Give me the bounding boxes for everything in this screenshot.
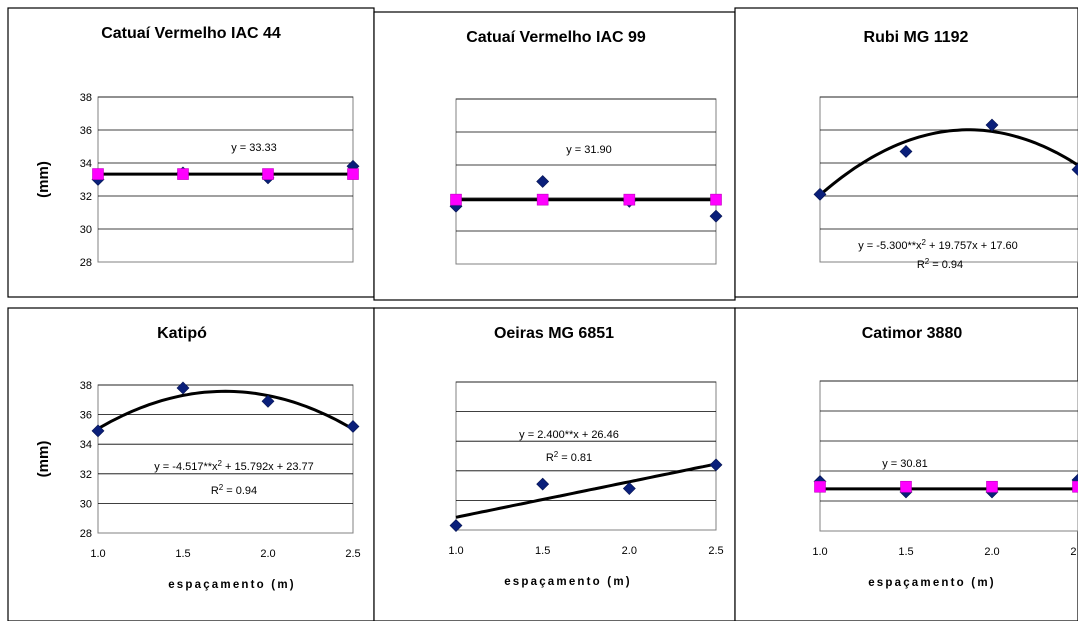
observed-point — [1071, 163, 1078, 177]
trend-equation: y = 30.81 — [882, 458, 928, 470]
fitted-point — [536, 193, 549, 206]
observed-point — [813, 187, 827, 201]
x-tick-label: 2.0 — [622, 545, 637, 557]
y-axis-label: (mm) — [35, 441, 52, 478]
x-tick-label: 1.5 — [535, 545, 550, 557]
x-tick-label: 1.0 — [448, 545, 463, 557]
trendline — [455, 462, 717, 519]
y-tick-label: 38 — [80, 92, 92, 104]
r-squared: R2 = 0.81 — [546, 450, 592, 465]
chart-panel-4: Katipó 28 30 32 34 36 38 1.0 1.5 2.0 2.5 (mm) espaça… — [35, 325, 361, 591]
fitted-point — [900, 480, 912, 493]
observed-point — [91, 424, 105, 438]
chart-title: Catuaí Vermelho IAC 99 — [466, 29, 646, 46]
fitted-point — [92, 168, 104, 180]
trend-equation: y = 2.400**x + 26.46 — [519, 429, 619, 441]
plot-area — [455, 98, 717, 265]
chart-panel-6: Catimor 3880 1.0 1.5 2.0 2.5 espaçamento (m) y… — [812, 325, 1078, 589]
trendline — [97, 389, 354, 431]
chart-title: Catimor 3880 — [862, 325, 963, 342]
trend-equation: y = 31.90 — [566, 144, 612, 156]
fitted-point — [814, 480, 826, 493]
observed-point — [346, 420, 360, 433]
x-axis-label: espaçamento (m) — [868, 577, 996, 589]
chart-panel-1: Catuaí Vermelho IAC 44 28 30 32 34 36 38 (mm) y … — [35, 25, 360, 269]
chart-panel-3: Rubi MG 1192 y = -5.300**x2 + 19.757x + 1… — [813, 29, 1078, 272]
fitted-point — [450, 193, 462, 206]
observed-point — [622, 482, 636, 495]
y-tick-label: 36 — [80, 410, 92, 422]
y-tick-label: 34 — [80, 158, 92, 170]
x-tick-label: 2.5 — [345, 548, 360, 560]
chart-title: Oeiras MG 6851 — [494, 325, 614, 342]
fitted-point — [177, 168, 189, 180]
chart-title: Catuaí Vermelho IAC 44 — [101, 25, 281, 42]
x-tick-label: 2.0 — [984, 546, 999, 558]
x-tick-label: 1.5 — [175, 548, 190, 560]
chart-panel-2: Catuaí Vermelho IAC 99 y = 31.90 — [449, 29, 723, 265]
y-tick-label: 30 — [80, 498, 92, 510]
observed-point — [709, 458, 723, 472]
plot-area — [819, 380, 1078, 532]
x-axis-label: espaçamento (m) — [168, 579, 296, 591]
x-tick-label: 2.0 — [260, 548, 275, 560]
observed-point — [261, 394, 275, 408]
fitted-point — [623, 193, 636, 206]
trend-equation: y = 33.33 — [231, 142, 277, 154]
y-tick-label: 36 — [80, 125, 92, 137]
trend-equation: y = -4.517**x2 + 15.792x + 23.77 — [154, 459, 314, 474]
r-squared: R2 = 0.94 — [917, 257, 963, 272]
chart-panel-5: Oeiras MG 6851 1.0 1.5 2.0 2.5 espaçamento (m… — [448, 325, 723, 588]
fitted-point — [262, 168, 274, 180]
observed-point — [176, 381, 190, 395]
fitted-point — [1072, 480, 1078, 493]
y-tick-label: 28 — [80, 528, 92, 540]
observed-point — [449, 519, 463, 532]
y-axis-label: (mm) — [35, 161, 52, 198]
chart-title: Katipó — [157, 325, 207, 342]
r-squared: R2 = 0.94 — [211, 483, 257, 498]
x-tick-label: 1.0 — [812, 546, 827, 558]
x-tick-label: 1.0 — [90, 548, 105, 560]
x-axis-label: espaçamento (m) — [504, 576, 632, 588]
x-tick-label: 2.5 — [708, 545, 723, 557]
fitted-point — [986, 480, 998, 493]
chart-title: Rubi MG 1192 — [864, 29, 969, 46]
observed-point — [709, 209, 723, 223]
plot-area — [819, 96, 1078, 263]
plot-area — [97, 384, 354, 534]
observed-point — [899, 145, 913, 158]
x-tick-label: 1.5 — [898, 546, 913, 558]
y-tick-label: 34 — [80, 439, 92, 451]
y-tick-label: 30 — [80, 224, 92, 236]
trend-equation: y = -5.300**x2 + 19.757x + 17.60 — [858, 238, 1018, 253]
y-tick-label: 38 — [80, 380, 92, 392]
y-tick-label: 32 — [80, 191, 92, 203]
trendline — [819, 128, 1078, 197]
fitted-point — [347, 168, 359, 180]
fitted-point — [710, 193, 722, 206]
y-tick-label: 32 — [80, 469, 92, 481]
x-tick-label: 2.5 — [1070, 546, 1078, 558]
plot-area — [97, 96, 354, 263]
observed-point — [536, 175, 550, 188]
y-tick-label: 28 — [80, 257, 92, 269]
observed-point — [536, 477, 550, 491]
observed-point — [985, 118, 999, 132]
